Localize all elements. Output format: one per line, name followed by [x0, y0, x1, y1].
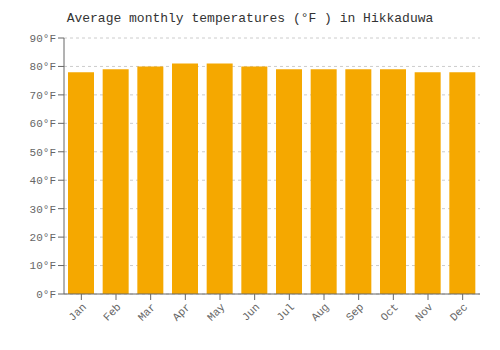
svg-text:Jan: Jan: [66, 301, 88, 323]
svg-text:Jul: Jul: [274, 301, 296, 323]
svg-text:Apr: Apr: [170, 301, 192, 323]
svg-text:50°F: 50°F: [30, 147, 56, 159]
svg-text:Dec: Dec: [448, 301, 470, 323]
svg-text:70°F: 70°F: [30, 90, 56, 102]
svg-text:Nov: Nov: [413, 301, 436, 324]
svg-text:40°F: 40°F: [30, 175, 56, 187]
svg-text:0°F: 0°F: [36, 289, 56, 301]
svg-text:20°F: 20°F: [30, 232, 56, 244]
svg-text:Jun: Jun: [240, 301, 262, 323]
svg-text:30°F: 30°F: [30, 204, 56, 216]
svg-text:May: May: [205, 301, 228, 324]
svg-text:60°F: 60°F: [30, 118, 56, 130]
svg-text:90°F: 90°F: [30, 33, 56, 45]
svg-text:80°F: 80°F: [30, 61, 56, 73]
svg-text:10°F: 10°F: [30, 260, 56, 272]
svg-text:Aug: Aug: [309, 301, 331, 323]
html-text:Average monthly temperatures (: Average monthly temperatures (°F ) in Hi…: [66, 11, 434, 26]
svg-text:Mar: Mar: [136, 301, 158, 323]
svg-text:Sep: Sep: [344, 301, 366, 323]
svg-text:Feb: Feb: [101, 301, 123, 323]
svg-text:Oct: Oct: [378, 301, 400, 323]
